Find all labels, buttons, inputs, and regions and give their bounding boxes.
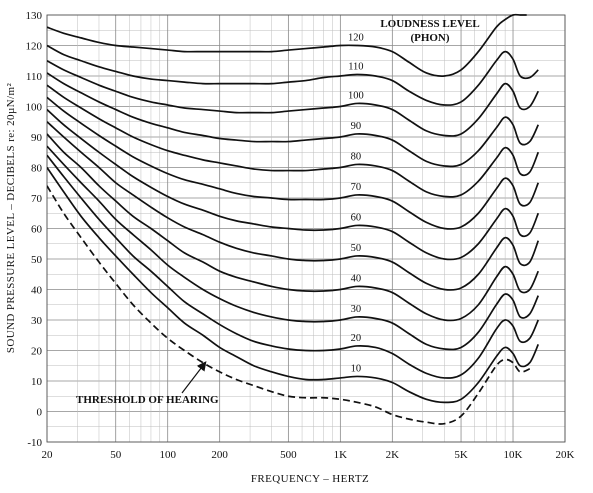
- legend-title-line-1: LOUDNESS LEVEL: [380, 18, 479, 30]
- curve-120-phon: [47, 13, 527, 77]
- curve-label-90: 90: [351, 121, 362, 132]
- x-tick-label: 10K: [504, 449, 523, 461]
- plot-frame: [46, 14, 566, 443]
- curve-label-80: 80: [351, 151, 362, 162]
- y-tick-label: 20: [31, 346, 43, 358]
- y-tick-label: 10: [31, 376, 43, 388]
- curve-label-120: 120: [348, 33, 364, 44]
- legend-title-line-2: (PHON): [410, 32, 449, 44]
- curve-label-110: 110: [348, 61, 363, 72]
- y-tick-label: 60: [31, 224, 43, 236]
- y-axis-title: SOUND PRESSURE LEVEL – DECIBELS re: 20µN…: [5, 83, 17, 354]
- x-tick-label: 2K: [386, 449, 400, 461]
- y-tick-label: 90: [31, 132, 43, 144]
- x-tick-label: 20K: [556, 449, 575, 461]
- y-tick-label: -10: [27, 437, 42, 449]
- curve-50-phon: [47, 121, 540, 291]
- curve-30-phon: [47, 145, 540, 351]
- curve-80-phon: [47, 84, 540, 198]
- curve-90-phon: [47, 72, 540, 168]
- y-tick-label: 130: [26, 10, 43, 22]
- curve-label-60: 60: [351, 212, 362, 223]
- x-tick-label: 200: [211, 449, 228, 461]
- threshold-curve: [47, 185, 531, 425]
- curve-labels: 10 20 30 40 50 60 70 80 90 100 110 120: [348, 33, 364, 375]
- threshold-label: THRESHOLD OF HEARING: [76, 394, 219, 406]
- x-tick-label: 1K: [334, 449, 348, 461]
- x-tick-label: 50: [110, 449, 122, 461]
- threshold-arrow: [181, 361, 207, 394]
- x-tick-labels: 20 50 100 200 500 1K 2K 5K 10K 20K: [42, 449, 575, 461]
- curve-110-phon: [47, 44, 539, 106]
- y-tick-label: 70: [31, 193, 43, 205]
- x-tick-label: 100: [159, 449, 176, 461]
- y-tick-label: 80: [31, 163, 43, 175]
- x-axis-title: FREQUENCY – HERTZ: [251, 473, 369, 485]
- curve-label-100: 100: [348, 90, 364, 101]
- curve-40-phon: [47, 133, 540, 322]
- curve-label-40: 40: [351, 273, 362, 284]
- curve-10-phon: [47, 167, 540, 404]
- curve-60-phon: [47, 108, 540, 261]
- y-tick-label: 120: [26, 41, 43, 53]
- curve-70-phon: [47, 96, 540, 230]
- loudness-curves: [47, 13, 540, 425]
- y-tick-label: 50: [31, 254, 43, 266]
- y-tick-label: 0: [37, 407, 43, 419]
- curve-label-50: 50: [351, 243, 362, 254]
- curve-label-10: 10: [351, 363, 362, 374]
- y-tick-label: 110: [26, 71, 43, 83]
- x-tick-label: 500: [280, 449, 297, 461]
- x-tick-label: 5K: [454, 449, 468, 461]
- curve-100-phon: [47, 60, 540, 137]
- x-tick-label: 20: [42, 449, 54, 461]
- y-tick-label: 30: [31, 315, 43, 327]
- curve-label-70: 70: [351, 182, 362, 193]
- y-tick-label: 40: [31, 285, 43, 297]
- y-tick-labels: -10 0 10 20 30 40 50 60 70 80 90 100 110 120 130: [26, 10, 43, 449]
- curve-label-30: 30: [351, 304, 362, 315]
- y-tick-label: 100: [26, 102, 43, 114]
- curve-label-20: 20: [351, 333, 362, 344]
- curve-20-phon: [47, 154, 540, 379]
